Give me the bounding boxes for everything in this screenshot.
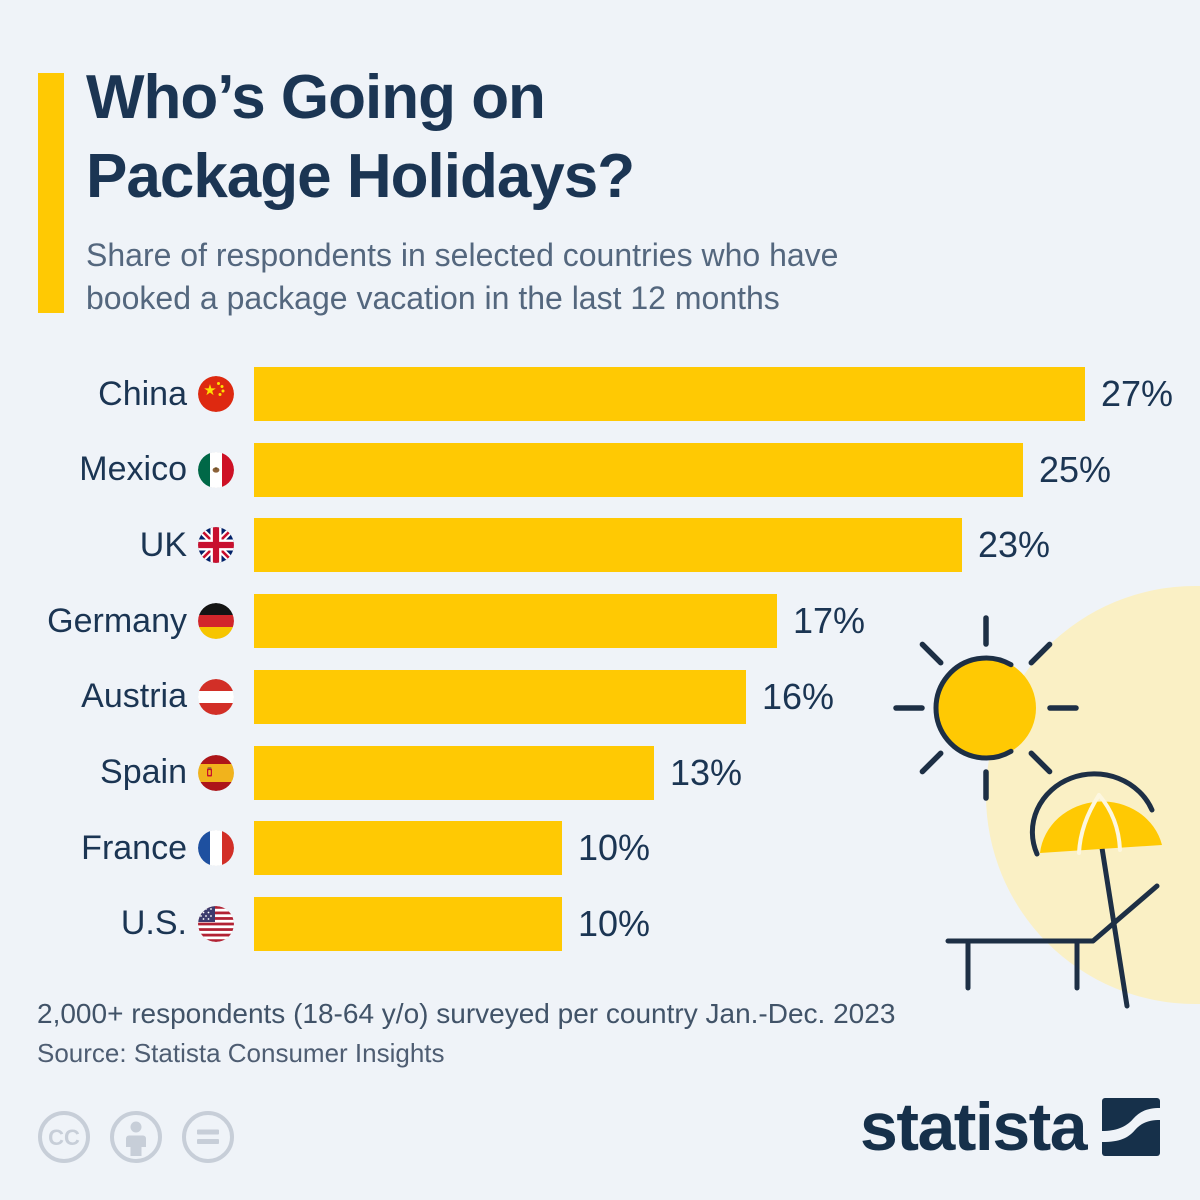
country-label: China ★ [0,375,234,414]
page-title: Who’s Going on Package Holidays? [86,58,635,216]
bar-row-mexico: Mexico 25% [0,442,1112,497]
bar-row-china: China ★ 27% [0,367,1173,421]
country-label: France [0,829,234,868]
bar [254,821,562,876]
country-label: Germany [0,602,234,641]
bar-row-france: France 10% [0,821,651,876]
country-name: Spain [100,753,187,791]
flag-austria-icon [198,678,234,715]
no-derivatives-icon [182,1111,234,1163]
flag-germany-icon [198,603,234,640]
bar-row-spain: Spain 13% [0,745,743,800]
country-name: France [81,828,187,867]
flag-spain-icon [198,754,234,791]
flag-uk-icon [198,527,234,564]
bar [254,442,1023,497]
subtitle-line-1: Share of respondents in selected countri… [86,237,839,273]
country-label: Austria [0,677,234,716]
bar [254,896,562,951]
bar-value: 16% [762,675,835,717]
country-label: UK [0,526,234,565]
bar-value: 10% [578,902,651,944]
source-text: Source: Statista Consumer Insights [37,1038,445,1068]
flag-china-icon: ★ [198,376,234,412]
bar [254,594,777,649]
bar-value: 23% [978,524,1051,566]
statista-branding: statista [860,1089,1161,1165]
flag-us-icon [198,905,234,942]
license-icons: CC [38,1111,234,1163]
bar-value: 10% [578,827,651,869]
bar [254,745,654,800]
bar-row-uk: UK 23% [0,518,1051,573]
svg-text:CC: CC [48,1125,80,1150]
svg-text:★: ★ [203,381,216,399]
footnote-text: 2,000+ respondents (18-64 y/o) surveyed … [37,998,896,1029]
title-accent-bar [38,73,64,313]
bar [254,669,746,724]
country-label: Spain [0,753,234,792]
bar-row-us: U.S. 10% [0,896,651,951]
bar [254,518,962,573]
country-name: Austria [81,677,187,716]
bar-value: 27% [1101,373,1174,414]
bar-value: 13% [670,751,743,793]
flag-mexico-icon [198,451,234,488]
flag-france-icon [198,830,234,867]
country-name: Mexico [79,450,187,489]
country-name: U.S. [120,904,187,943]
subtitle-line-2: booked a package vacation in the last 12… [86,280,780,316]
statista-wordmark: statista [860,1089,1088,1165]
bar [254,367,1085,421]
statista-logo-icon [1102,1098,1161,1156]
country-label: U.S. [0,904,234,943]
bar-row-germany: Germany 17% [0,594,866,649]
country-name: Germany [47,601,187,640]
title-line-1: Who’s Going on [86,63,546,132]
attribution-icon [110,1111,162,1163]
title-line-2: Package Holidays? [86,142,635,211]
bar-value: 25% [1039,448,1112,490]
country-name: China [98,374,187,413]
page-subtitle: Share of respondents in selected countri… [86,234,838,320]
cc-icon: CC [38,1111,90,1163]
country-name: UK [139,525,187,564]
bar-row-austria: Austria 16% [0,669,835,724]
bar-value: 17% [793,600,866,642]
country-label: Mexico [0,450,234,489]
